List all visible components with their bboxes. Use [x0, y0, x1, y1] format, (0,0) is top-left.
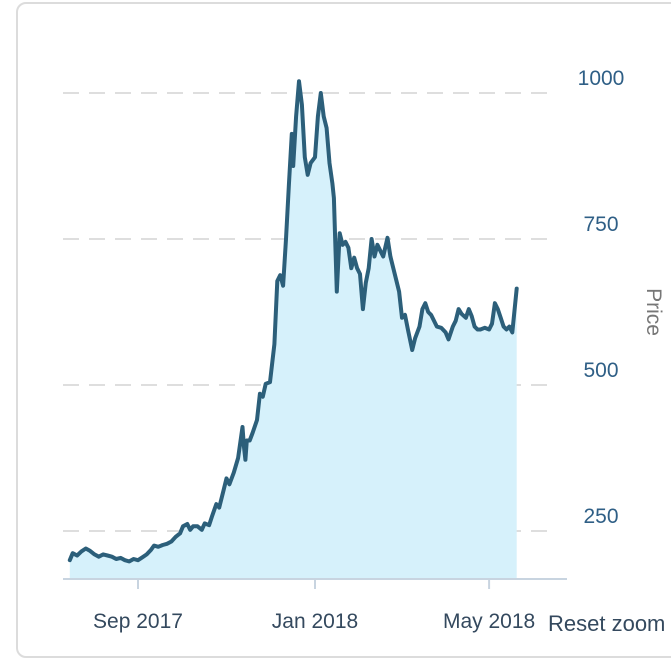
y-tick-label: 750	[583, 213, 618, 236]
y-tick-label: 250	[583, 505, 618, 528]
reset-zoom-button[interactable]: Reset zoom	[548, 611, 666, 636]
price-area-fill	[69, 81, 517, 580]
y-tick-label: 1000	[578, 67, 625, 90]
area-layer	[67, 79, 519, 580]
x-tick-label: Jan 2018	[272, 610, 358, 633]
y-axis-label: Price	[642, 288, 665, 336]
x-tick-label: Sep 2017	[93, 610, 183, 633]
x-axis-ticks: Sep 2017 Jan 2018 May 2018	[93, 579, 535, 633]
x-tick-label: May 2018	[443, 610, 535, 633]
y-tick-label: 500	[583, 359, 618, 382]
y-axis-ticks: 250 500 750 1000	[578, 67, 625, 528]
price-line[interactable]	[67, 79, 519, 564]
